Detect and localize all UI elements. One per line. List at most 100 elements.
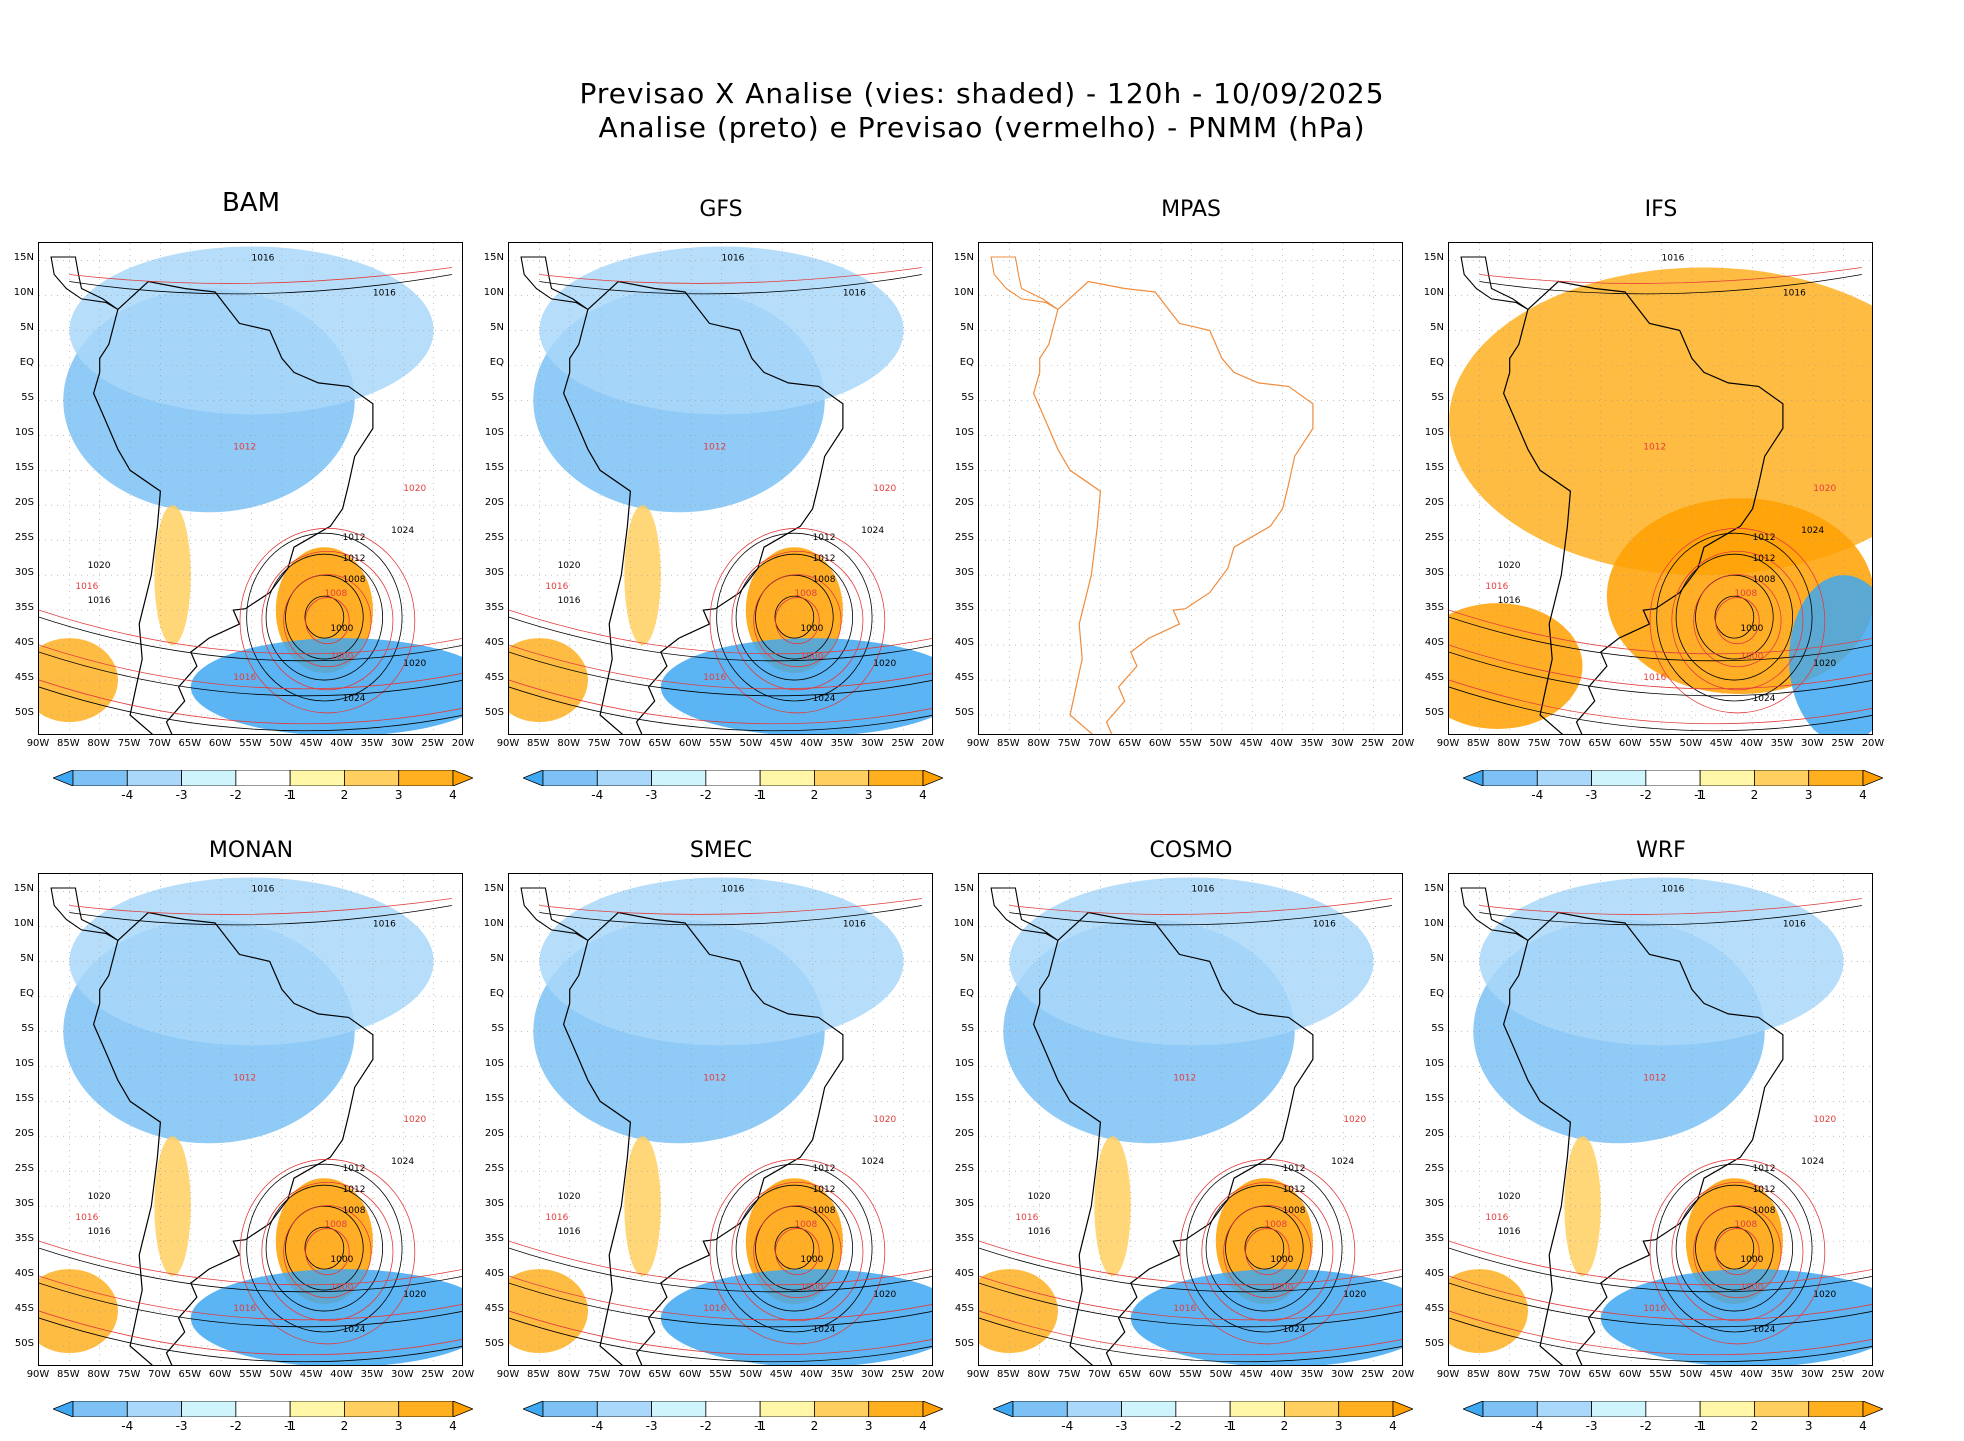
forecast-label: 1016 (545, 1213, 568, 1223)
forecast-isobar (39, 644, 462, 690)
colorbar-segment (1754, 1400, 1810, 1418)
colorbar-label: 3 (1804, 788, 1813, 802)
analysis-label: 1016 (558, 596, 581, 606)
lon-label: 25W (1831, 1369, 1854, 1380)
colorbar-segment (398, 1400, 454, 1418)
lat-label: 50S (14, 707, 34, 719)
lat-label: 10N (953, 918, 974, 930)
analysis-isobar (979, 1247, 1402, 1293)
lat-label: 50S (954, 1338, 974, 1350)
lon-label: 45W (299, 1369, 323, 1380)
colorbar-segment (1536, 769, 1592, 787)
lat-label: 45S (484, 1303, 504, 1315)
lat-label: 15N (1423, 883, 1444, 895)
colorbar-segment (126, 769, 182, 787)
analysis-label: 1020 (1028, 1192, 1051, 1202)
colorbar-label: -4 (1531, 1419, 1544, 1433)
lat-label: EQ (19, 357, 34, 369)
lat-label: 5S (1431, 392, 1444, 404)
analysis-label: 1020 (88, 561, 111, 571)
forecast-label: 1012 (703, 442, 726, 452)
lat-label: 5S (961, 392, 974, 404)
analysis-label: 1008 (813, 1206, 836, 1216)
forecast-label: 1020 (1813, 484, 1836, 494)
lat-label: 20S (1424, 1128, 1444, 1140)
lat-label: 25S (954, 1163, 974, 1175)
colorbar-label: 2 (810, 788, 819, 802)
lon-label: 25W (891, 738, 914, 749)
colorbar-label: -3 (645, 788, 658, 802)
forecast-isobar (539, 898, 922, 915)
lon-label: 35W (830, 738, 854, 749)
colorbar-segment (1591, 769, 1647, 787)
colorbar-segment (814, 1400, 870, 1418)
lon-label: 30W (1800, 1369, 1824, 1380)
colorbar-label: -1 (284, 788, 297, 802)
colorbar-label: 2 (810, 1419, 819, 1433)
lat-label: 15S (1424, 1093, 1444, 1105)
analysis-isobar (1479, 905, 1862, 926)
lat-label: 35S (14, 602, 34, 614)
forecast-label: 1016 (1015, 1213, 1038, 1223)
lon-label: 80W (1497, 738, 1521, 749)
lon-label: 70W (148, 738, 171, 749)
coastline (562, 280, 844, 734)
forecast-label: 1016 (1485, 1213, 1508, 1223)
analysis-label: 1016 (1028, 1227, 1051, 1237)
colorbar-label: -1 (754, 788, 767, 802)
lat-label: 10N (1423, 918, 1444, 930)
lon-label: 90W (1436, 1369, 1460, 1380)
lat-label: 45S (954, 672, 974, 684)
analysis-isobar (539, 905, 922, 926)
forecast-isobar (1479, 898, 1862, 915)
forecast-label: 1000 (330, 652, 353, 662)
forecast-label: 1008 (1734, 1220, 1757, 1230)
lat-label: 30S (1424, 567, 1444, 579)
forecast-label: 1008 (794, 1220, 817, 1230)
lat-label: EQ (959, 988, 974, 1000)
lat-label: 20S (484, 497, 504, 509)
lat-label: 5S (491, 392, 504, 404)
analysis-label: 1016 (88, 596, 111, 606)
analysis-contour (1656, 1163, 1813, 1333)
analysis-contour (304, 595, 345, 639)
forecast-isobar (509, 609, 932, 655)
lon-label: 35W (360, 1369, 384, 1380)
lat-label: 10S (954, 1058, 974, 1070)
lon-label: 55W (239, 738, 262, 749)
bias-shade-5 (624, 505, 661, 646)
analysis-label: 1024 (343, 1325, 366, 1335)
lon-label: 90W (966, 738, 990, 749)
analysis-label: 1012 (1753, 533, 1776, 543)
coastline (92, 911, 374, 1365)
lon-label: 90W (26, 1369, 50, 1380)
lat-label: 5N (1430, 322, 1444, 334)
colorbar-wrf: -4 -3 -2 -1 1 2 3 4 (1461, 1400, 1885, 1441)
forecast-contour (1715, 597, 1760, 645)
colorbar-label: 4 (449, 1419, 457, 1433)
lon-label: 85W (57, 738, 80, 749)
lat-label: 35S (954, 1233, 974, 1245)
forecast-label: 1012 (703, 1073, 726, 1083)
lat-label: 15N (953, 883, 974, 895)
panel-title-ifs: IFS (1644, 197, 1678, 222)
lon-label: 65W (1588, 738, 1612, 749)
analysis-contour (246, 1163, 403, 1333)
lon-label: 75W (1057, 738, 1081, 749)
analysis-contour (716, 1163, 873, 1333)
lon-label: 25W (421, 1369, 444, 1380)
lon-label: 20W (1391, 1369, 1415, 1380)
analysis-contour (265, 1184, 384, 1312)
colorbar-segment (1754, 769, 1810, 787)
forecast-contour (709, 1158, 886, 1345)
lon-label: 40W (330, 1369, 353, 1380)
bias-shade-5 (1094, 1136, 1131, 1277)
colorbar-label: 1 (286, 1419, 294, 1433)
lat-label: 30S (14, 1198, 34, 1210)
analysis-isobar (39, 1282, 462, 1328)
lat-label: 50S (1424, 707, 1444, 719)
forecast-isobar (39, 1240, 462, 1286)
analysis-label: 1012 (1753, 1164, 1776, 1174)
analysis-label: 1020 (403, 659, 426, 669)
analysis-label: 1016 (1498, 596, 1521, 606)
